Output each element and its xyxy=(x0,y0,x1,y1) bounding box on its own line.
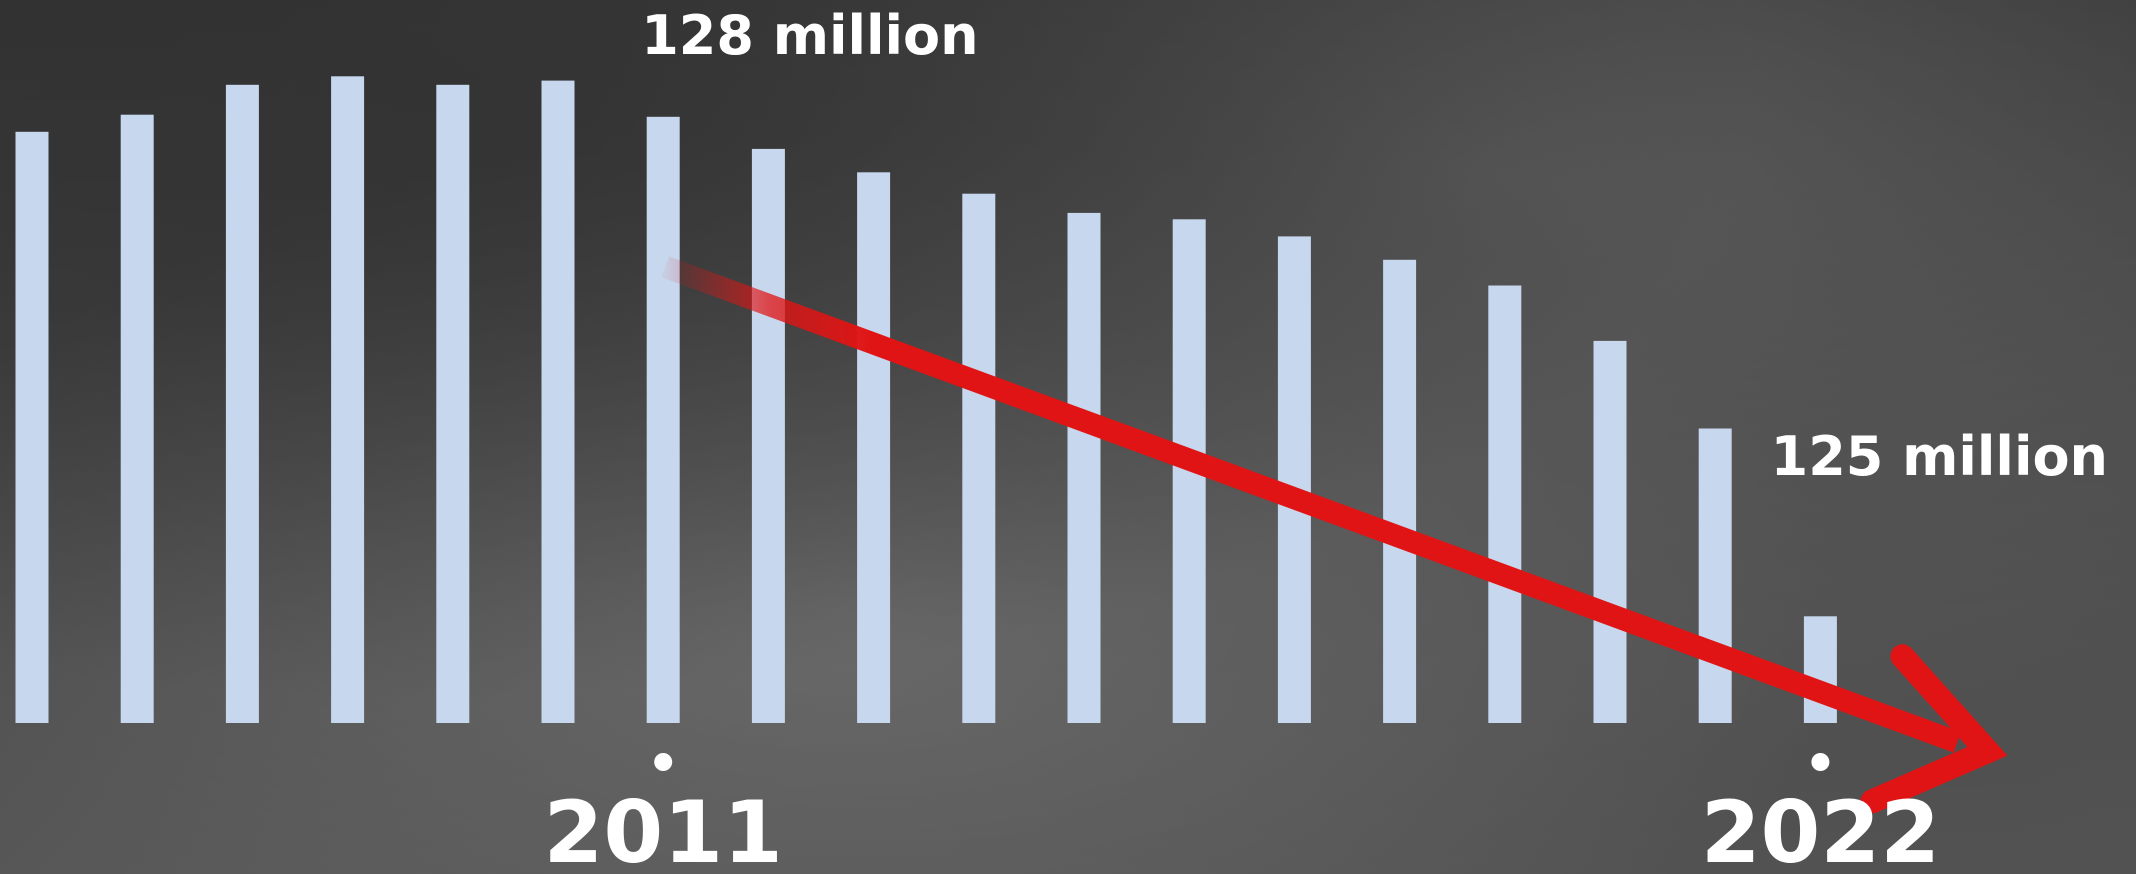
bar-2005 xyxy=(15,131,49,724)
bar-2019 xyxy=(1488,285,1522,723)
tick-dot-2022 xyxy=(1811,753,1830,771)
bar-2014 xyxy=(962,193,996,723)
bar-2017 xyxy=(1277,236,1311,723)
tick-dot-2011 xyxy=(654,753,673,771)
annotation-end-value: 125 million xyxy=(1771,425,2108,488)
bar-2006 xyxy=(120,114,154,723)
bar-2008 xyxy=(331,76,365,724)
bar-2012 xyxy=(751,148,785,723)
trend-arrow-head xyxy=(1860,644,2008,814)
bar-2009 xyxy=(436,84,470,724)
bars-group xyxy=(15,76,1837,724)
bar-2021 xyxy=(1698,428,1732,723)
x-tick-label-2022: 2022 xyxy=(1701,783,1940,874)
trend-arrow xyxy=(661,256,2008,814)
bar-2015 xyxy=(1067,212,1101,723)
bar-2011 xyxy=(646,116,680,724)
bar-2007 xyxy=(225,84,259,724)
bar-2013 xyxy=(857,172,891,724)
trend-arrow-shaft xyxy=(661,256,1962,753)
bar-2018 xyxy=(1383,259,1417,723)
annotations-group: 128 million 125 million xyxy=(641,4,2108,488)
annotation-start-value: 128 million xyxy=(641,4,978,67)
x-axis-ticks: 2011 2022 xyxy=(544,753,1940,874)
bar-2020 xyxy=(1593,340,1627,723)
bar-2010 xyxy=(541,80,575,724)
x-tick-label-2011: 2011 xyxy=(544,783,783,874)
